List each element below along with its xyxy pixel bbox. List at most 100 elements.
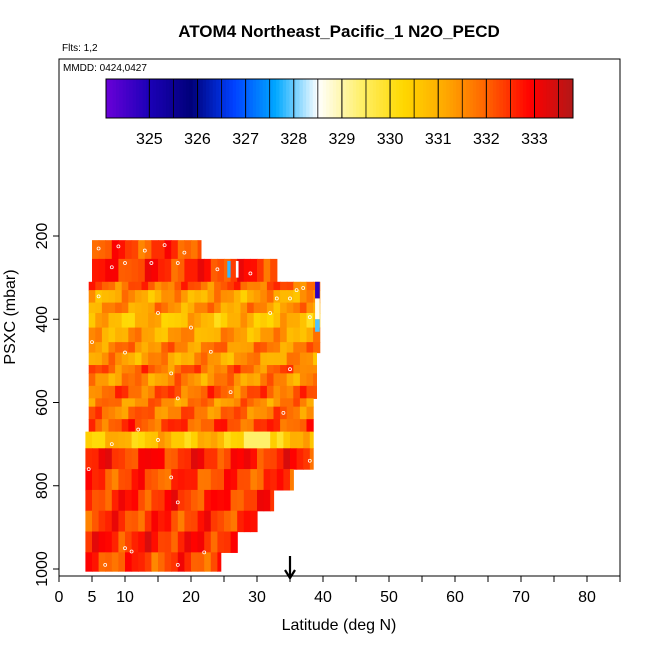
data-cell (151, 469, 159, 491)
data-cell (299, 419, 308, 433)
data-cell (280, 373, 288, 387)
sample-point (123, 350, 127, 355)
data-cell (306, 385, 314, 399)
data-cell (191, 448, 199, 470)
data-cell (240, 281, 248, 291)
data-cell (214, 313, 222, 329)
data-cell (247, 342, 255, 354)
data-cell (240, 365, 248, 374)
data-cell (227, 419, 235, 433)
data-cell (95, 281, 103, 291)
data-cell (158, 531, 166, 553)
colorbar-segment (232, 79, 237, 118)
data-cell (306, 290, 314, 304)
colorbar-segment (169, 79, 174, 118)
data-cell (247, 398, 255, 408)
data-cell (92, 531, 100, 553)
data-cell (293, 302, 301, 314)
data-cell (200, 342, 209, 354)
colorbar-segment (179, 79, 184, 118)
colorbar-segment (502, 79, 507, 118)
data-cell (220, 313, 228, 329)
data-cell (283, 431, 291, 449)
data-cell (260, 327, 268, 343)
data-cell (181, 290, 189, 304)
data-cell (306, 398, 314, 408)
data-cell (214, 373, 222, 387)
data-cell (167, 281, 176, 291)
data-cell (280, 352, 288, 366)
data-cell (299, 365, 308, 374)
data-cell (200, 327, 209, 343)
x-tick-label: 70 (512, 589, 530, 606)
data-cell (144, 510, 152, 533)
data-cell (313, 342, 321, 354)
data-cell (243, 258, 251, 283)
data-cell (315, 319, 320, 332)
data-cell (253, 302, 261, 314)
data-cell (237, 469, 245, 491)
data-cell (151, 258, 159, 283)
data-cell (260, 313, 268, 329)
colorbar-segment (432, 79, 437, 118)
colorbar-segment (322, 79, 327, 118)
data-cell (266, 385, 275, 399)
colorbar-segment (132, 79, 137, 118)
data-cell (187, 352, 195, 366)
data-cell (177, 510, 185, 533)
data-cell (111, 489, 119, 512)
colorbar-segment (509, 79, 514, 118)
data-cell (88, 281, 96, 291)
data-cell (164, 552, 172, 572)
colorbar-segment (546, 79, 551, 118)
data-cell (217, 258, 225, 283)
colorbar: 325 326 327 328 329 330 331 332 333 (105, 78, 574, 148)
data-cell (250, 258, 258, 283)
data-cell (111, 448, 119, 470)
data-cell (138, 469, 146, 491)
data-cell (167, 406, 176, 420)
data-cell (121, 398, 129, 408)
data-cell (174, 281, 182, 291)
data-cell (286, 419, 294, 433)
sample-point (90, 340, 94, 345)
data-cell (177, 552, 185, 572)
data-cell (257, 448, 265, 470)
colorbar-segment (522, 79, 527, 118)
colorbar-segment (276, 79, 280, 118)
colorbar-segment (176, 79, 180, 118)
data-cell (207, 398, 215, 408)
data-cell (210, 258, 218, 283)
data-cell (101, 406, 110, 420)
data-cell (253, 406, 261, 420)
x-tick-label: 60 (446, 589, 464, 606)
data-cell (148, 290, 156, 304)
data-cell (88, 406, 96, 420)
colorbar-segment (192, 79, 197, 118)
data-cell (151, 510, 159, 533)
data-cell (217, 510, 225, 533)
data-cell (92, 240, 100, 260)
data-cell (184, 469, 192, 491)
data-cell (296, 448, 304, 470)
data-cell (144, 469, 152, 491)
data-cell (250, 510, 258, 533)
data-cell (174, 352, 182, 366)
data-cell (200, 385, 209, 399)
data-cell (204, 510, 212, 533)
data-cell (273, 313, 281, 329)
data-cell (141, 281, 149, 291)
data-cell (293, 373, 301, 387)
data-cell (293, 406, 301, 420)
data-cell (243, 489, 251, 512)
data-cell (144, 448, 152, 470)
colorbar-segment (172, 79, 177, 118)
data-cell (273, 373, 281, 387)
data-cell (214, 302, 222, 314)
sample-point (175, 261, 180, 265)
colorbar-segment (252, 79, 257, 118)
data-cell (92, 552, 100, 572)
data-cell (167, 365, 176, 374)
data-cell (187, 302, 195, 314)
colorbar-segment (116, 79, 120, 118)
